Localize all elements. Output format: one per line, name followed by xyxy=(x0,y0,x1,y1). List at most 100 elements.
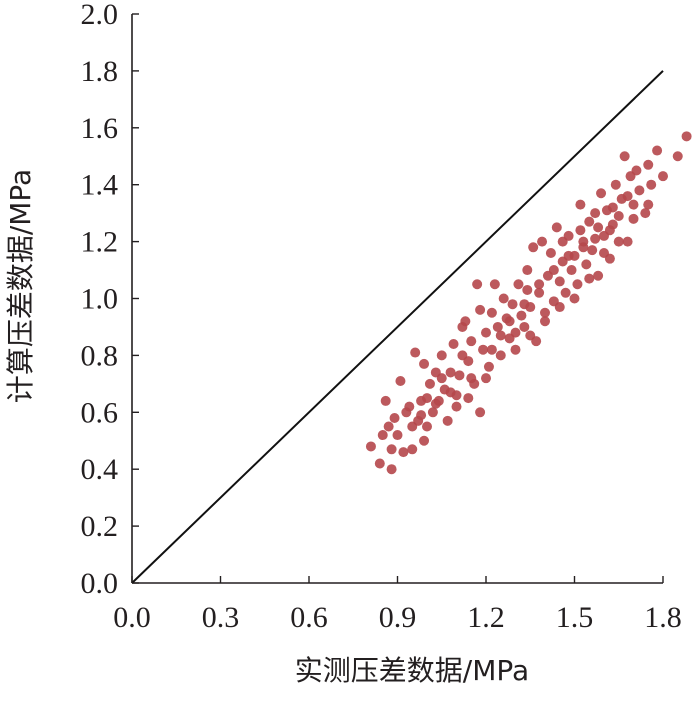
data-point xyxy=(507,299,518,310)
ticks-layer: 0.0 0.3 0.6 0.9 1.2 1.5 1.8 0.0 0.2 0.4 0.6 0.8 1.0 1… xyxy=(81,0,682,634)
data-point xyxy=(445,367,456,378)
data-point xyxy=(492,321,503,332)
data-point xyxy=(472,279,483,290)
x-axis-title: 实测压差数据/MPa xyxy=(295,654,529,687)
data-point xyxy=(593,270,604,281)
y-tick-label: 0.8 xyxy=(81,339,119,372)
data-point xyxy=(451,401,462,412)
data-point xyxy=(380,395,391,406)
data-point xyxy=(457,350,468,361)
y-tick-label: 1.2 xyxy=(81,226,119,259)
data-point xyxy=(427,407,438,418)
data-point xyxy=(634,185,645,196)
points-layer xyxy=(365,131,692,475)
data-point xyxy=(584,216,595,227)
data-point xyxy=(548,265,559,276)
data-point xyxy=(463,393,474,404)
data-point xyxy=(593,222,604,233)
y-tick-label: 1.4 xyxy=(81,169,119,202)
data-point xyxy=(489,279,500,290)
x-tick-label: 0.0 xyxy=(113,601,151,634)
data-point xyxy=(419,435,430,446)
data-point xyxy=(607,202,618,213)
data-point xyxy=(460,316,471,327)
axes-layer xyxy=(131,14,663,584)
data-point xyxy=(466,336,477,347)
data-point xyxy=(377,430,388,441)
data-point xyxy=(416,410,427,421)
data-point xyxy=(613,236,624,247)
data-point xyxy=(578,242,589,253)
data-point xyxy=(658,171,668,182)
x-tick-label: 0.3 xyxy=(202,601,240,634)
data-point xyxy=(572,279,583,290)
data-point xyxy=(430,398,441,409)
data-point xyxy=(510,344,521,355)
data-point xyxy=(622,236,633,247)
data-point xyxy=(652,145,663,156)
data-point xyxy=(596,188,607,199)
y-tick-label: 0.0 xyxy=(81,567,119,600)
y-tick-label: 0.2 xyxy=(81,510,119,543)
x-tick-label: 1.8 xyxy=(644,601,682,634)
data-point xyxy=(631,165,642,176)
x-tick-label: 0.9 xyxy=(379,601,417,634)
data-point xyxy=(610,179,621,190)
data-point xyxy=(575,199,586,210)
y-axis-title: 计算压差数据/MPa xyxy=(4,169,37,403)
data-point xyxy=(534,279,545,290)
data-point xyxy=(486,307,497,318)
reference-line-layer xyxy=(131,70,664,584)
x-tick-label: 1.2 xyxy=(467,601,505,634)
data-point xyxy=(628,213,639,224)
data-point xyxy=(483,361,494,372)
reference-line xyxy=(131,70,664,584)
data-point xyxy=(525,330,536,341)
data-point xyxy=(590,208,601,219)
data-point xyxy=(436,373,447,384)
data-point xyxy=(486,344,497,355)
data-point xyxy=(424,378,435,389)
data-point xyxy=(619,151,630,162)
data-point xyxy=(410,347,421,358)
data-point xyxy=(522,284,533,295)
data-point xyxy=(481,373,491,384)
data-point xyxy=(540,307,550,318)
data-point xyxy=(516,310,527,321)
data-point xyxy=(613,210,624,221)
data-point xyxy=(407,444,418,455)
data-point xyxy=(590,233,601,244)
data-point xyxy=(365,441,376,452)
y-tick-label: 1.0 xyxy=(81,283,119,316)
data-point xyxy=(419,358,430,369)
data-point xyxy=(554,276,565,287)
data-point xyxy=(599,247,609,258)
data-point xyxy=(545,247,556,258)
data-point xyxy=(628,199,639,210)
data-point xyxy=(566,265,577,276)
data-point xyxy=(643,159,654,170)
x-tick-label: 1.5 xyxy=(556,601,594,634)
data-point xyxy=(557,236,568,247)
data-point xyxy=(389,412,400,423)
data-point xyxy=(386,464,397,475)
data-point xyxy=(563,250,574,261)
data-point xyxy=(519,321,530,332)
data-point xyxy=(560,287,571,298)
data-point xyxy=(587,245,598,256)
y-tick-label: 0.6 xyxy=(81,396,119,429)
data-point xyxy=(495,330,506,341)
data-point xyxy=(604,225,615,236)
data-point xyxy=(540,316,550,327)
data-point xyxy=(498,293,509,304)
y-tick-label: 2.0 xyxy=(81,0,119,31)
data-point xyxy=(646,179,657,190)
data-point xyxy=(522,265,533,276)
y-tick-label: 0.4 xyxy=(81,453,119,486)
data-point xyxy=(374,458,385,469)
data-point xyxy=(554,302,565,313)
data-point xyxy=(537,236,548,247)
data-point xyxy=(481,327,491,338)
